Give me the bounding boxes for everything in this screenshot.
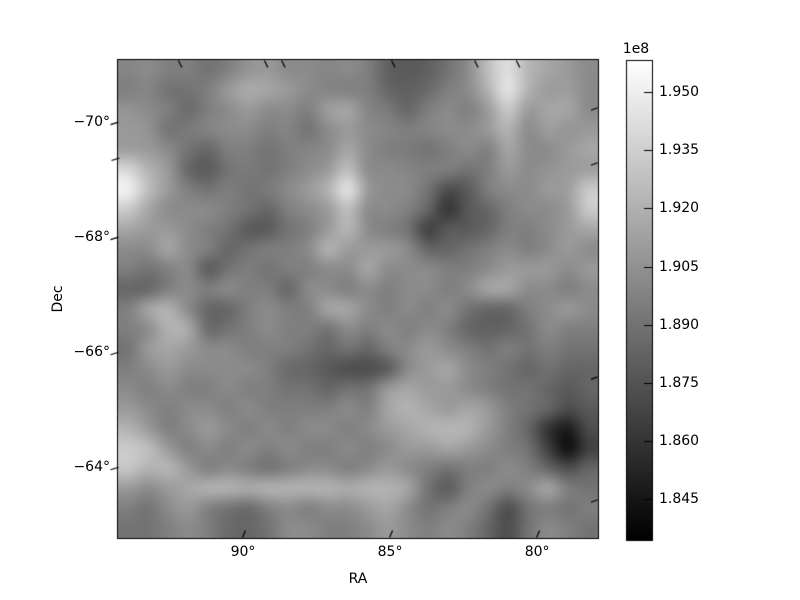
- colorbar-tick-label: 1.845: [659, 491, 700, 508]
- colorbar-tick-label: 1.950: [659, 84, 700, 101]
- colorbar-tick-label: 1.920: [659, 200, 700, 217]
- y-axis-label: Dec: [50, 285, 66, 313]
- x-axis-label: RA: [348, 571, 368, 587]
- colorbar-tick-label: 1.935: [659, 142, 700, 159]
- colorbar-tick-label: 1.860: [659, 433, 700, 450]
- x-tick-label: 85°: [377, 544, 403, 560]
- x-tick-label: 80°: [524, 544, 550, 560]
- y-tick-label: −68°: [73, 229, 110, 246]
- x-tick-label: 90°: [230, 544, 256, 560]
- y-tick-label: −70°: [73, 114, 110, 131]
- colorbar-tick-label: 1.905: [659, 258, 700, 275]
- colorbar-tick-label: 1.890: [659, 316, 700, 333]
- colorbar-tick-label: 1.875: [659, 374, 700, 391]
- y-tick-label: −66°: [73, 344, 110, 361]
- y-tick-label: −64°: [73, 459, 110, 476]
- colorbar-offset-label: 1e8: [622, 41, 650, 57]
